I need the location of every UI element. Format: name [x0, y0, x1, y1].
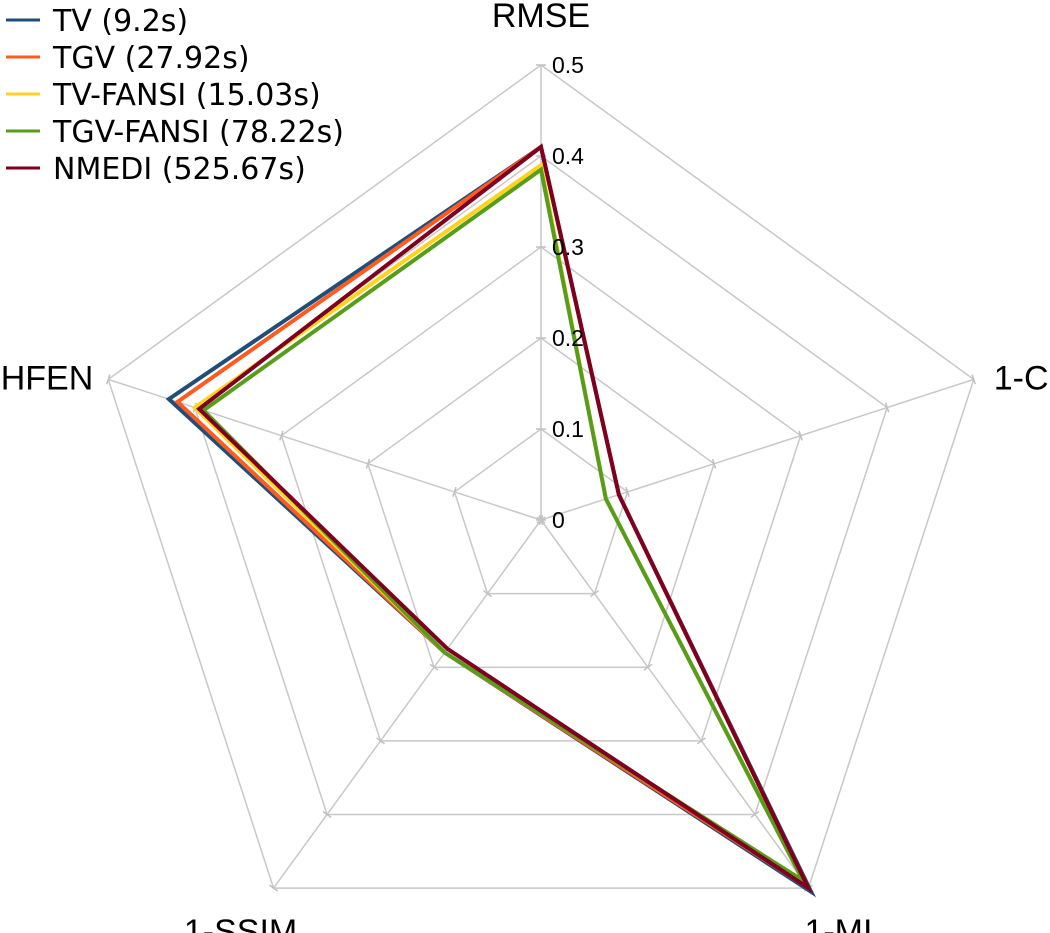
series-tv-fansi-15-03s — [191, 161, 809, 887]
legend-label-tv-9-2s: TV (9.2s) — [52, 4, 188, 39]
tick-mark-1-ssim-5 — [269, 884, 279, 892]
spoke-1-ssim — [272, 519, 542, 889]
axis-label-1-mi: 1-MI — [804, 913, 872, 933]
tick-label-4: 0.4 — [552, 143, 584, 169]
legend-label-tgv-27-92s: TGV (27.92s) — [52, 41, 250, 76]
grid-ring-2 — [367, 337, 715, 668]
series-tgv-27-92s — [174, 143, 814, 894]
spoke-1-mi — [540, 519, 810, 889]
legend-label-nmedi-525-67s: NMEDI (525.67s) — [53, 152, 306, 187]
tick-mark-hfen-2 — [365, 458, 371, 469]
axis-label-1-ssim: 1-SSIM — [184, 913, 297, 933]
tick-mark-1-ssim-1 — [483, 590, 492, 598]
tick-mark-1-ssim-4 — [322, 810, 332, 819]
series-nmedi-525-67s — [196, 143, 814, 894]
series-tv-9-2s — [165, 143, 817, 898]
tick-label-1: 0.1 — [552, 416, 584, 442]
tick-mark-1-ssim-3 — [376, 737, 386, 745]
legend: TV (9.2s)TGV (27.92s)TV-FANSI (15.03s)TG… — [6, 4, 344, 187]
legend-label-tv-fansi-15-03s: TV-FANSI (15.03s) — [52, 78, 321, 113]
grid-ring-3 — [280, 246, 802, 742]
radar-series-group — [165, 143, 817, 898]
tick-mark-1-mi-4 — [750, 810, 760, 819]
tick-label-3: 0.3 — [552, 234, 584, 260]
tick-mark-1-mi-1 — [590, 590, 599, 598]
tick-mark-1-cc-4 — [884, 402, 890, 413]
tick-mark-1-cc-2 — [711, 458, 717, 469]
radar-grid — [106, 64, 976, 892]
tick-mark-hfen-3 — [279, 430, 284, 441]
axis-label-hfen: HFEN — [1, 359, 94, 397]
tick-mark-1-ssim-2 — [429, 663, 439, 671]
legend-label-tgv-fansi-78-22s: TGV-FANSI (78.22s) — [52, 115, 344, 150]
tick-mark-1-cc-1 — [625, 486, 630, 497]
spoke-1-cc — [540, 378, 974, 521]
tick-mark-1-mi-3 — [696, 737, 706, 745]
tick-label-5: 0.5 — [552, 52, 584, 78]
tick-mark-1-cc-5 — [971, 374, 976, 385]
tick-mark-hfen-0 — [538, 515, 544, 525]
grid-ring-5 — [107, 64, 975, 889]
tick-mark-hfen-1 — [452, 486, 457, 497]
tick-mark-hfen-5 — [106, 374, 111, 385]
tick-label-2: 0.2 — [552, 325, 584, 351]
tick-label-0: 0 — [552, 507, 565, 533]
grid-ring-1 — [453, 428, 629, 595]
tick-mark-1-mi-2 — [643, 663, 653, 671]
axis-label-1-cc: 1-CC — [994, 359, 1050, 397]
tick-mark-1-cc-3 — [798, 430, 803, 441]
radial-tick-labels: 0 0.1 0.2 0.3 0.4 0.5 — [552, 52, 584, 533]
series-tgv-fansi-78-22s — [200, 166, 809, 887]
axis-label-rmse: RMSE — [492, 0, 590, 35]
